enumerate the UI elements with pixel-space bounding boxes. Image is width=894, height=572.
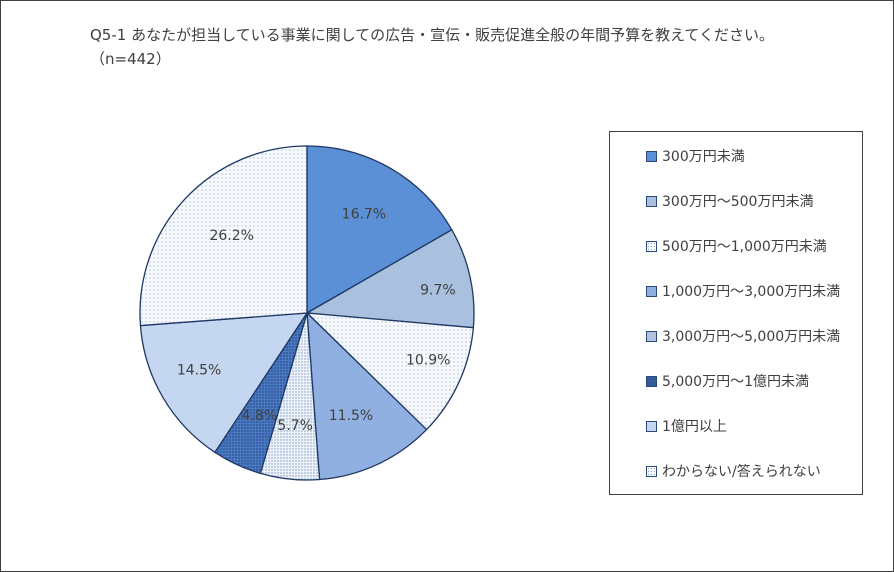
pie-slice-1	[306, 145, 453, 315]
legend-label-8: わからない/答えられない	[662, 464, 821, 480]
legend-item-5: 3,000万円～5,000万円未満	[646, 326, 840, 346]
data-label-2: 9.7%	[420, 283, 456, 299]
legend-label-1: 300万円未満	[662, 149, 745, 165]
chart-title: Q5-1 あなたが担当している事業に関しての広告・宣伝・販売促進全般の年間予算を…	[90, 26, 774, 68]
pie-slice-7	[139, 312, 309, 454]
pie-slice-3	[305, 312, 475, 431]
legend-swatch-1	[646, 150, 657, 162]
legend-label-6: 5,000万円～1億円未満	[662, 374, 809, 390]
legend-swatch-4	[646, 285, 657, 297]
legend-label-3: 500万円～1,000万円未満	[662, 239, 827, 255]
legend-item-8: わからない/答えられない	[646, 461, 821, 481]
data-label-5: 5.7%	[277, 418, 313, 434]
pie-slice-2	[304, 228, 475, 329]
legend: 300万円未満 300万円～500万円未満 500万円～1,000万円未満 1,000…	[609, 131, 863, 495]
pie-slice-4	[306, 311, 428, 481]
legend-item-3: 500万円～1,000万円未満	[646, 236, 827, 256]
legend-swatch-8	[646, 465, 657, 477]
legend-item-2: 300万円～500万円未満	[646, 191, 813, 211]
pie-slice-8	[139, 145, 308, 327]
legend-item-1: 300万円未満	[646, 146, 745, 166]
legend-label-7: 1億円以上	[662, 419, 727, 435]
data-label-1: 16.7%	[342, 207, 386, 223]
data-label-6: 4.8%	[242, 408, 278, 424]
data-label-3: 10.9%	[406, 352, 450, 368]
legend-swatch-5	[646, 330, 657, 342]
legend-item-6: 5,000万円～1億円未満	[646, 371, 809, 391]
legend-swatch-7	[646, 420, 657, 432]
legend-swatch-3	[646, 240, 657, 252]
data-label-4: 11.5%	[329, 408, 373, 424]
legend-swatch-6	[646, 375, 657, 387]
legend-swatch-2	[646, 195, 657, 207]
legend-label-5: 3,000万円～5,000万円未満	[662, 329, 841, 345]
legend-item-4: 1,000万円～3,000万円未満	[646, 281, 840, 301]
legend-label-2: 300万円～500万円未満	[662, 194, 814, 210]
legend-label-4: 1,000万円～3,000万円未満	[662, 284, 841, 300]
legend-item-7: 1億円以上	[646, 416, 727, 436]
data-label-8: 26.2%	[209, 228, 253, 244]
data-label-7: 14.5%	[177, 363, 221, 379]
